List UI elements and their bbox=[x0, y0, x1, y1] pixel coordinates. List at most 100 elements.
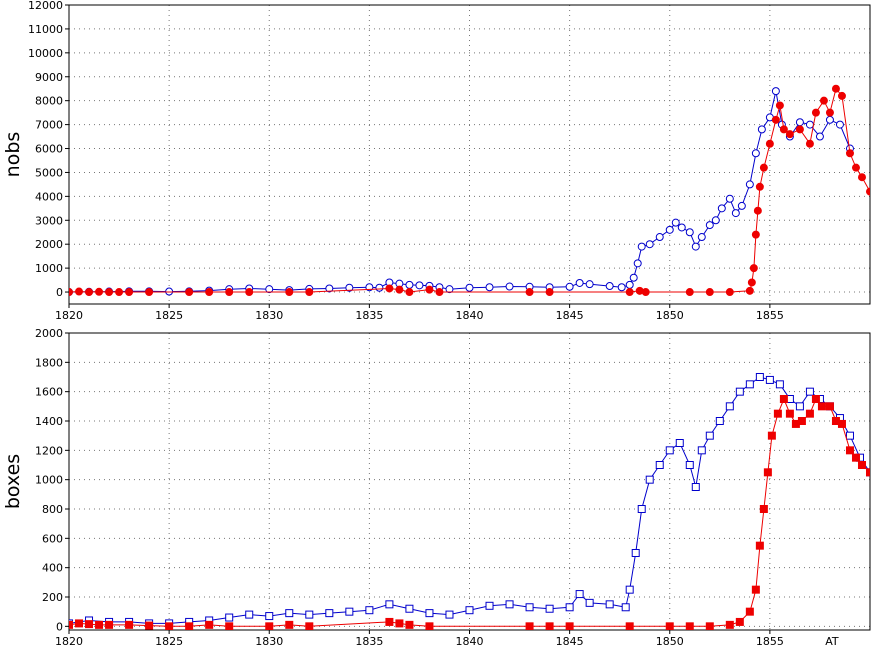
data-point bbox=[665, 622, 674, 630]
data-point bbox=[779, 125, 788, 134]
data-point bbox=[753, 206, 762, 215]
data-point bbox=[685, 228, 694, 237]
x-tick-label: 1830 bbox=[255, 309, 283, 322]
data-point bbox=[745, 286, 754, 295]
data-point bbox=[749, 264, 758, 273]
data-point bbox=[757, 125, 766, 134]
data-point bbox=[837, 419, 846, 428]
data-point bbox=[575, 278, 584, 287]
data-point bbox=[565, 282, 574, 291]
data-point bbox=[765, 139, 774, 148]
data-point bbox=[425, 609, 434, 618]
chart-panel-1: 0 1000 2000 3000 4000 5000 6000 7000 8000 9000 100… bbox=[2, 0, 871, 322]
data-point bbox=[385, 284, 394, 293]
data-point bbox=[105, 620, 114, 629]
data-point bbox=[365, 606, 374, 615]
data-point bbox=[866, 187, 870, 196]
data-point bbox=[465, 283, 474, 292]
data-point bbox=[637, 505, 646, 513]
data-point bbox=[285, 620, 294, 629]
data-point bbox=[265, 612, 274, 621]
data-point bbox=[755, 182, 764, 191]
data-point bbox=[465, 606, 474, 615]
x-tick-label: 1835 bbox=[355, 635, 383, 646]
data-point bbox=[225, 288, 234, 297]
y-tick-label: 1400 bbox=[35, 415, 63, 428]
y-tick-label: 2000 bbox=[35, 238, 63, 251]
data-point bbox=[585, 598, 594, 607]
data-point bbox=[797, 417, 806, 425]
x-tick-label: 1840 bbox=[456, 635, 484, 646]
data-point bbox=[205, 620, 214, 629]
data-point bbox=[75, 287, 84, 296]
data-point bbox=[385, 617, 394, 626]
x-tick-label: 1825 bbox=[155, 635, 183, 646]
data-point bbox=[605, 282, 614, 291]
data-point bbox=[795, 118, 804, 127]
data-point bbox=[565, 622, 574, 630]
data-point bbox=[811, 395, 820, 403]
data-point bbox=[685, 622, 694, 630]
data-point bbox=[767, 431, 776, 440]
y-tick-label: 6000 bbox=[35, 143, 63, 156]
data-point bbox=[125, 620, 134, 629]
data-point bbox=[835, 120, 844, 129]
data-point bbox=[759, 163, 768, 172]
data-point bbox=[725, 194, 734, 203]
data-point bbox=[645, 240, 654, 249]
data-point bbox=[405, 288, 414, 297]
data-point bbox=[645, 475, 654, 484]
x-tick-label: 1825 bbox=[155, 309, 183, 322]
data-point bbox=[575, 590, 584, 599]
data-point bbox=[785, 409, 794, 418]
data-point bbox=[525, 603, 534, 612]
y-tick-label: 1000 bbox=[35, 474, 63, 487]
data-point bbox=[755, 541, 764, 550]
data-point bbox=[837, 91, 846, 100]
plot-frame bbox=[68, 332, 871, 631]
data-point bbox=[677, 223, 686, 232]
data-point bbox=[751, 230, 760, 239]
data-point bbox=[735, 387, 744, 396]
data-point bbox=[565, 603, 574, 612]
data-point bbox=[545, 622, 554, 630]
data-point bbox=[771, 87, 780, 96]
data-point bbox=[545, 288, 554, 297]
y-tick-label: 600 bbox=[42, 532, 63, 545]
y-tick-label: 1600 bbox=[35, 386, 63, 399]
data-point bbox=[795, 125, 804, 134]
data-point bbox=[285, 609, 294, 618]
annotation-label: AT bbox=[825, 635, 839, 646]
x-tick-label: 1845 bbox=[556, 309, 584, 322]
x-tick-label: 1855 bbox=[756, 635, 784, 646]
y-tick-label: 12000 bbox=[28, 0, 63, 12]
y-tick-label: 2000 bbox=[35, 327, 63, 340]
data-point bbox=[625, 280, 634, 289]
data-point bbox=[85, 288, 94, 297]
data-point bbox=[395, 285, 404, 294]
data-point bbox=[485, 283, 494, 292]
data-point bbox=[751, 585, 760, 594]
data-point bbox=[805, 387, 814, 396]
x-tick-label: 1855 bbox=[756, 309, 784, 322]
x-tick-label: 1850 bbox=[656, 309, 684, 322]
data-point bbox=[621, 603, 630, 612]
data-point bbox=[245, 610, 254, 619]
data-point bbox=[185, 622, 194, 630]
y-tick-label: 1800 bbox=[35, 356, 63, 369]
data-point bbox=[857, 173, 866, 182]
x-tick-label: 1850 bbox=[656, 635, 684, 646]
data-point bbox=[95, 620, 104, 629]
data-point bbox=[725, 402, 734, 411]
data-point bbox=[697, 446, 706, 455]
x-tick-label: 1845 bbox=[556, 635, 584, 646]
data-point bbox=[655, 461, 664, 469]
data-point bbox=[675, 439, 684, 447]
data-point bbox=[69, 288, 73, 297]
y-tick-label: 11000 bbox=[28, 23, 63, 36]
data-point bbox=[771, 115, 780, 124]
data-point bbox=[375, 283, 384, 292]
data-point bbox=[305, 610, 314, 619]
data-point bbox=[825, 115, 834, 124]
